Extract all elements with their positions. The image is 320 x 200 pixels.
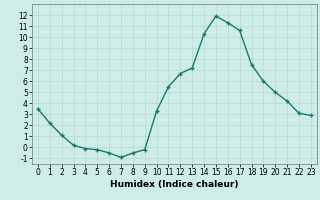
X-axis label: Humidex (Indice chaleur): Humidex (Indice chaleur) xyxy=(110,180,239,189)
